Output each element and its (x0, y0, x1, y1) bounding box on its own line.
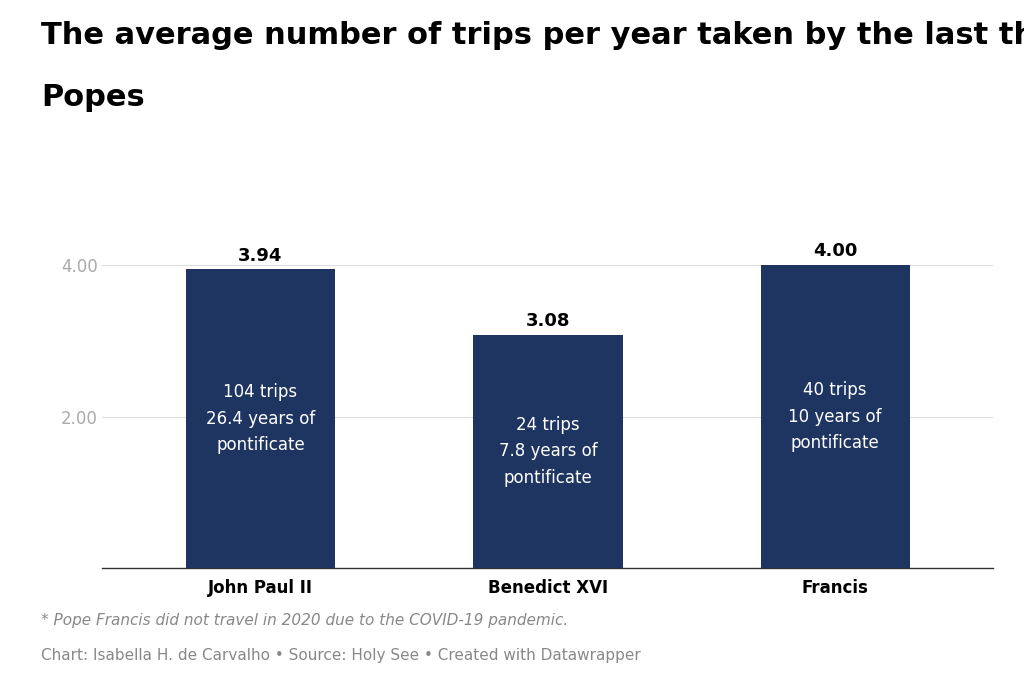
Bar (761, 265, 910, 568)
Text: The average number of trips per year taken by the last three: The average number of trips per year tak… (41, 21, 1024, 50)
Text: 3.94: 3.94 (239, 247, 283, 265)
Text: 104 trips
26.4 years of
pontificate: 104 trips 26.4 years of pontificate (206, 383, 315, 454)
Text: * Pope Francis did not travel in 2020 due to the COVID-19 pandemic.: * Pope Francis did not travel in 2020 du… (41, 613, 568, 629)
Text: Popes: Popes (41, 83, 144, 112)
Text: 4.00: 4.00 (813, 243, 857, 261)
Text: Chart: Isabella H. de Carvalho • Source: Holy See • Created with Datawrapper: Chart: Isabella H. de Carvalho • Source:… (41, 648, 641, 663)
Text: 24 trips
7.8 years of
pontificate: 24 trips 7.8 years of pontificate (499, 416, 597, 486)
Bar (473, 335, 623, 568)
Bar (185, 270, 335, 568)
Text: 40 trips
10 years of
pontificate: 40 trips 10 years of pontificate (788, 381, 882, 452)
Text: 3.08: 3.08 (525, 312, 570, 330)
